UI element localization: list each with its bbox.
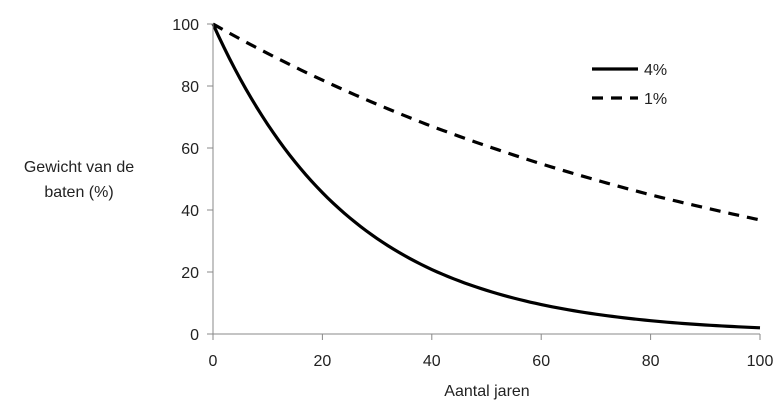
y-tick-label: 80 [181,79,199,96]
x-tick-label: 100 [747,353,774,370]
legend-label: 1% [644,91,667,108]
x-tick-label: 20 [314,353,332,370]
legend-label: 4% [644,62,667,79]
y-tick-label: 100 [172,17,199,34]
x-tick-label: 80 [642,353,660,370]
y-tick-label: 40 [181,203,199,220]
series-line-dashed [212,22,761,222]
y-tick-label: 20 [181,265,199,282]
x-tick-label: 40 [423,353,441,370]
y-axis-title-line-2: baten (%) [44,184,113,201]
x-axis-title: Aantal jaren [444,383,529,400]
x-tick-label: 0 [209,353,218,370]
legend: 4% 1% [592,62,667,108]
series-layer [211,22,761,330]
x-tick-label: 60 [532,353,550,370]
y-axis-ticks: 0 20 40 60 80 100 [172,17,213,344]
y-tick-label: 0 [190,327,199,344]
y-axis-title-line-1: Gewicht van de [24,159,134,176]
series-line-solid [211,23,761,330]
x-axis-ticks: 0 20 40 60 80 100 [209,334,774,370]
y-tick-label: 60 [181,141,199,158]
